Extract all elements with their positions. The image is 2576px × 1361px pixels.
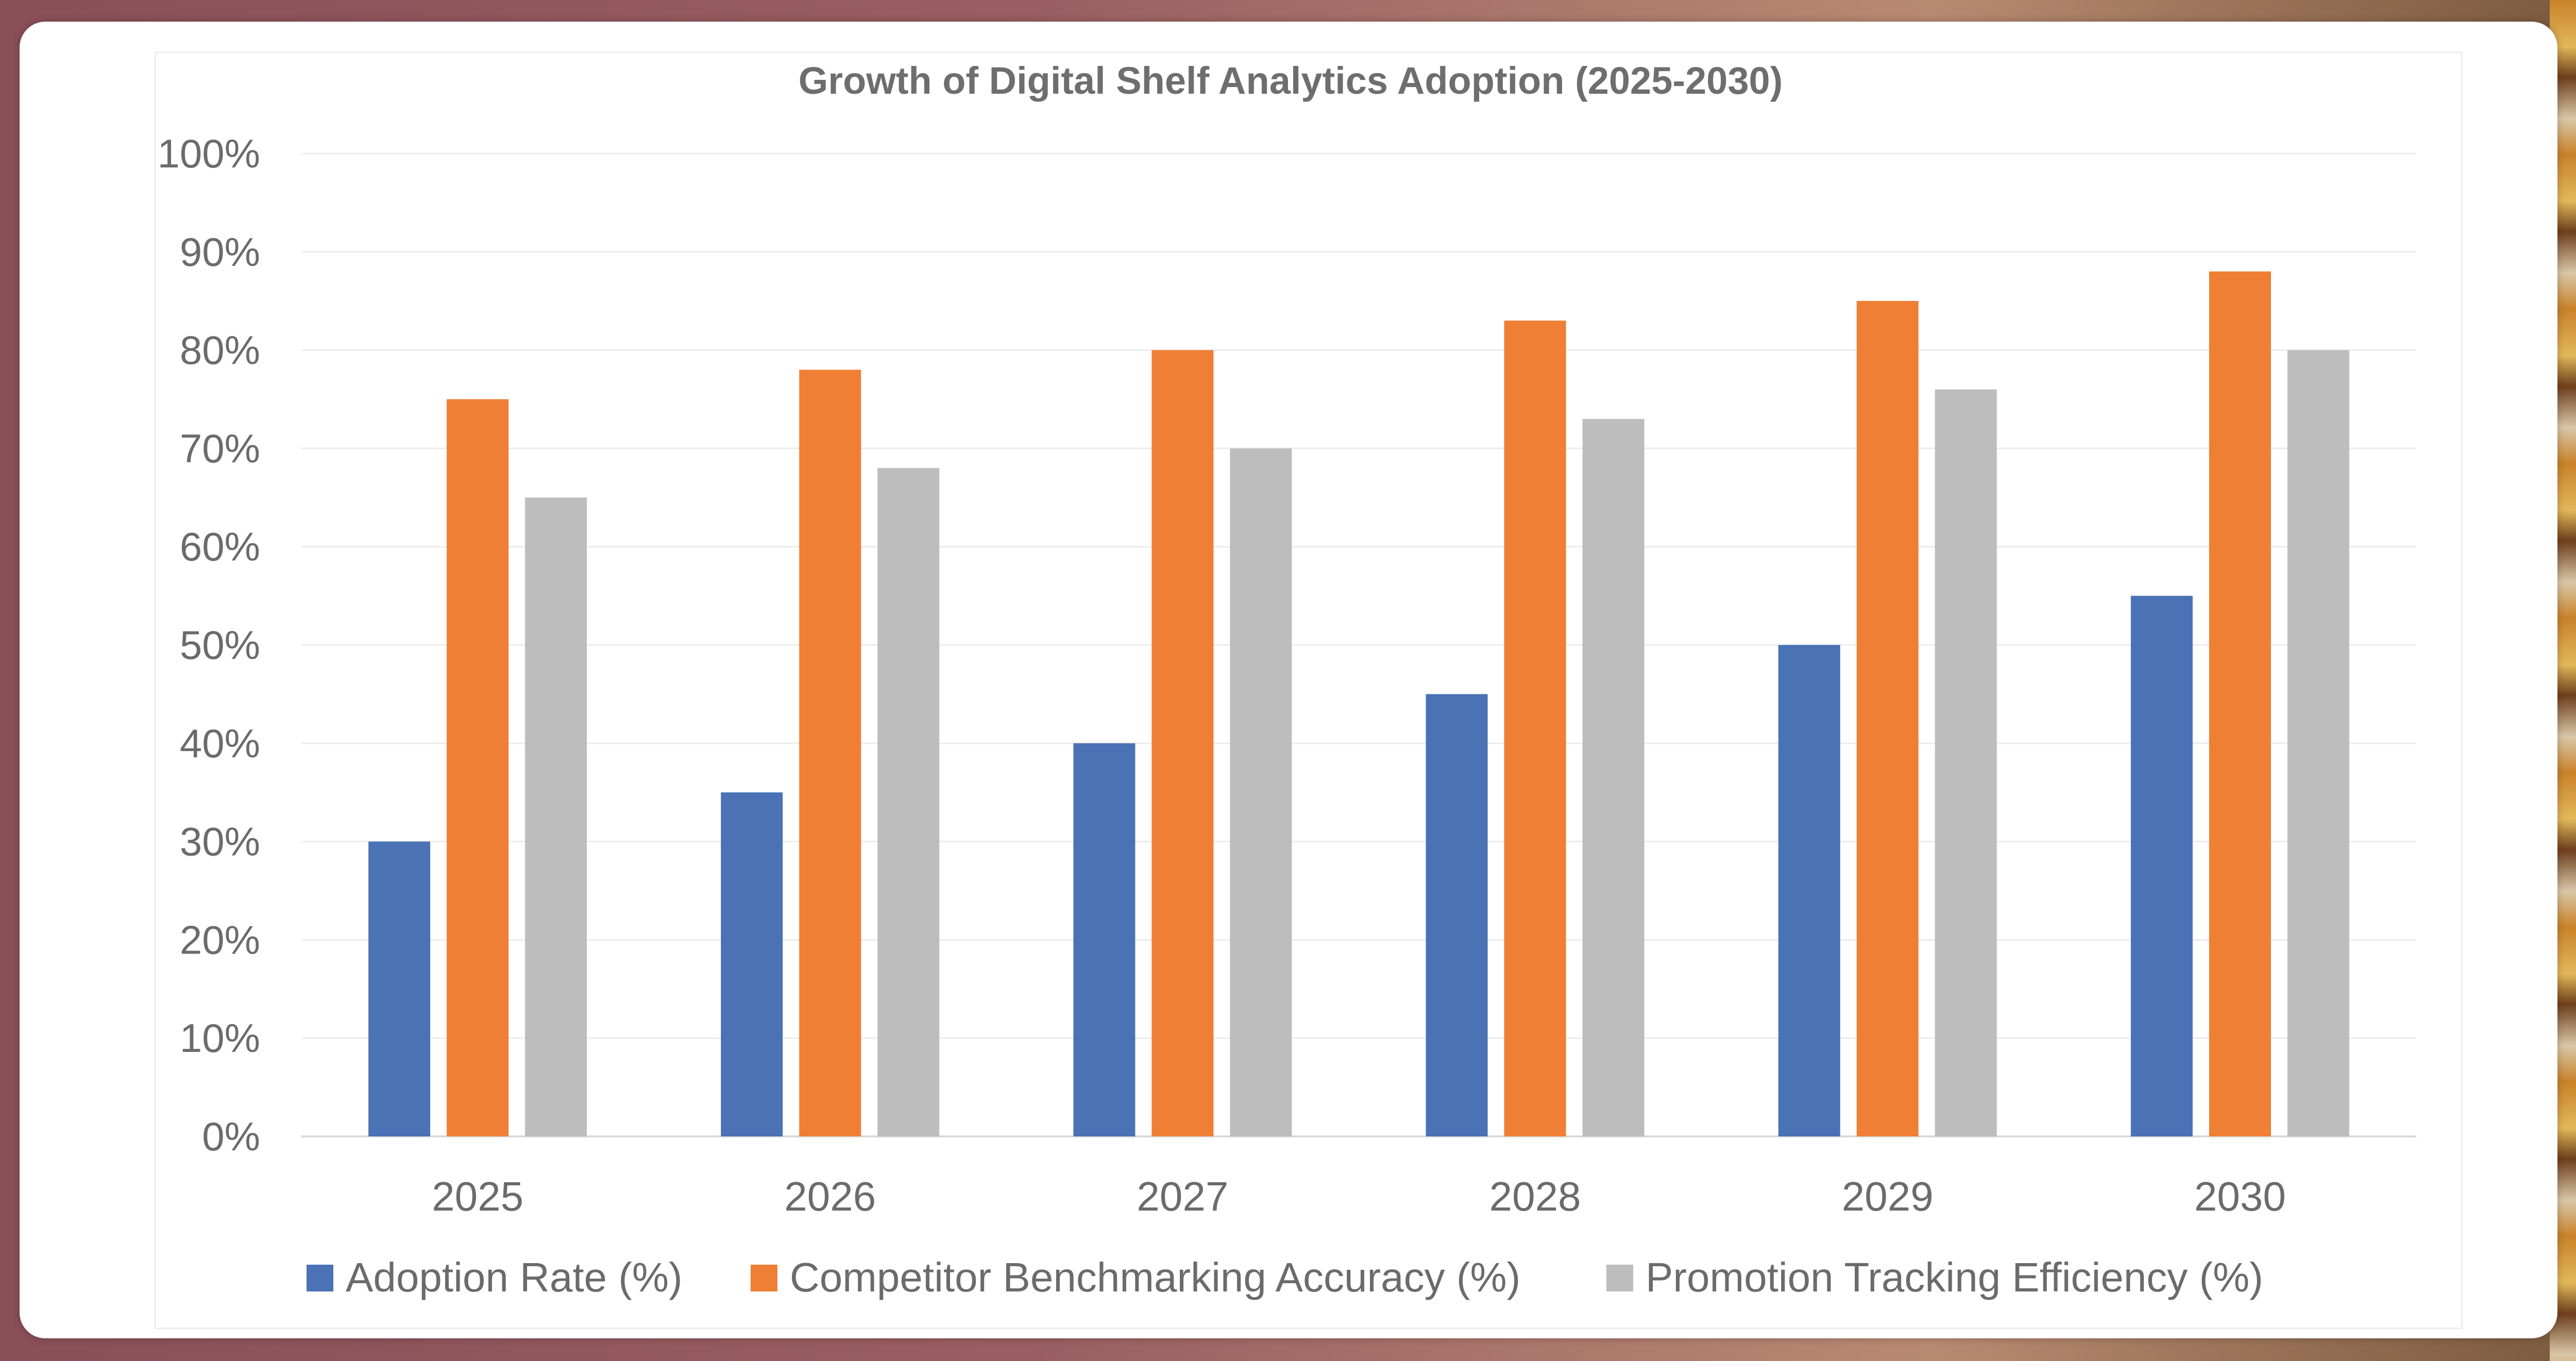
bar: [447, 399, 509, 1136]
y-tick-label: 70%: [180, 426, 260, 471]
x-tick-label: 2029: [1842, 1173, 1934, 1219]
gridlines: [301, 152, 2416, 1137]
bar: [1856, 301, 1919, 1137]
x-axis-ticks: 2025 2026 2027 2028 2029 2030: [432, 1173, 2286, 1219]
legend-label: Promotion Tracking Efficiency (%): [1646, 1254, 2263, 1300]
legend-swatch: [307, 1265, 333, 1291]
bar: [368, 841, 431, 1136]
bar: [1426, 694, 1488, 1136]
bar: [1073, 743, 1136, 1136]
x-tick-label: 2030: [2194, 1173, 2286, 1219]
bar: [2287, 350, 2349, 1136]
bar: [1582, 419, 1645, 1137]
legend: Adoption Rate (%) Competitor Benchmarking…: [307, 1254, 2263, 1300]
bars: [368, 271, 2349, 1137]
y-tick-label: 100%: [158, 131, 261, 176]
bar: [1778, 645, 1840, 1136]
y-tick-label: 50%: [180, 622, 260, 668]
bar: [877, 468, 940, 1136]
chart-title: Growth of Digital Shelf Analytics Adopti…: [799, 59, 1783, 102]
y-tick-label: 60%: [180, 524, 260, 569]
bar: [525, 497, 587, 1136]
bar: [2209, 271, 2271, 1137]
y-tick-label: 20%: [180, 917, 260, 962]
bar: [1151, 350, 1214, 1136]
bar: [799, 369, 861, 1136]
legend-label: Competitor Benchmarking Accuracy (%): [790, 1254, 1520, 1300]
x-tick-label: 2027: [1137, 1173, 1228, 1219]
x-tick-label: 2028: [1489, 1173, 1581, 1219]
x-tick-label: 2026: [784, 1173, 876, 1219]
bar: [1935, 389, 1997, 1137]
bar: [1504, 320, 1566, 1136]
y-axis-ticks: 0% 10% 20% 30% 40% 50% 60% 70% 80% 90% 100%: [158, 131, 261, 1159]
y-tick-label: 40%: [180, 721, 260, 766]
y-tick-label: 90%: [180, 229, 260, 275]
bar: [1230, 448, 1292, 1136]
legend-label: Adoption Rate (%): [346, 1254, 683, 1300]
bar: [721, 792, 783, 1136]
legend-swatch: [751, 1265, 777, 1291]
y-tick-label: 0%: [202, 1114, 260, 1159]
legend-swatch: [1606, 1265, 1633, 1291]
y-tick-label: 30%: [180, 819, 260, 864]
y-tick-label: 10%: [180, 1015, 260, 1061]
y-tick-label: 80%: [180, 328, 260, 373]
x-tick-label: 2025: [432, 1173, 523, 1219]
bar: [2130, 596, 2193, 1136]
